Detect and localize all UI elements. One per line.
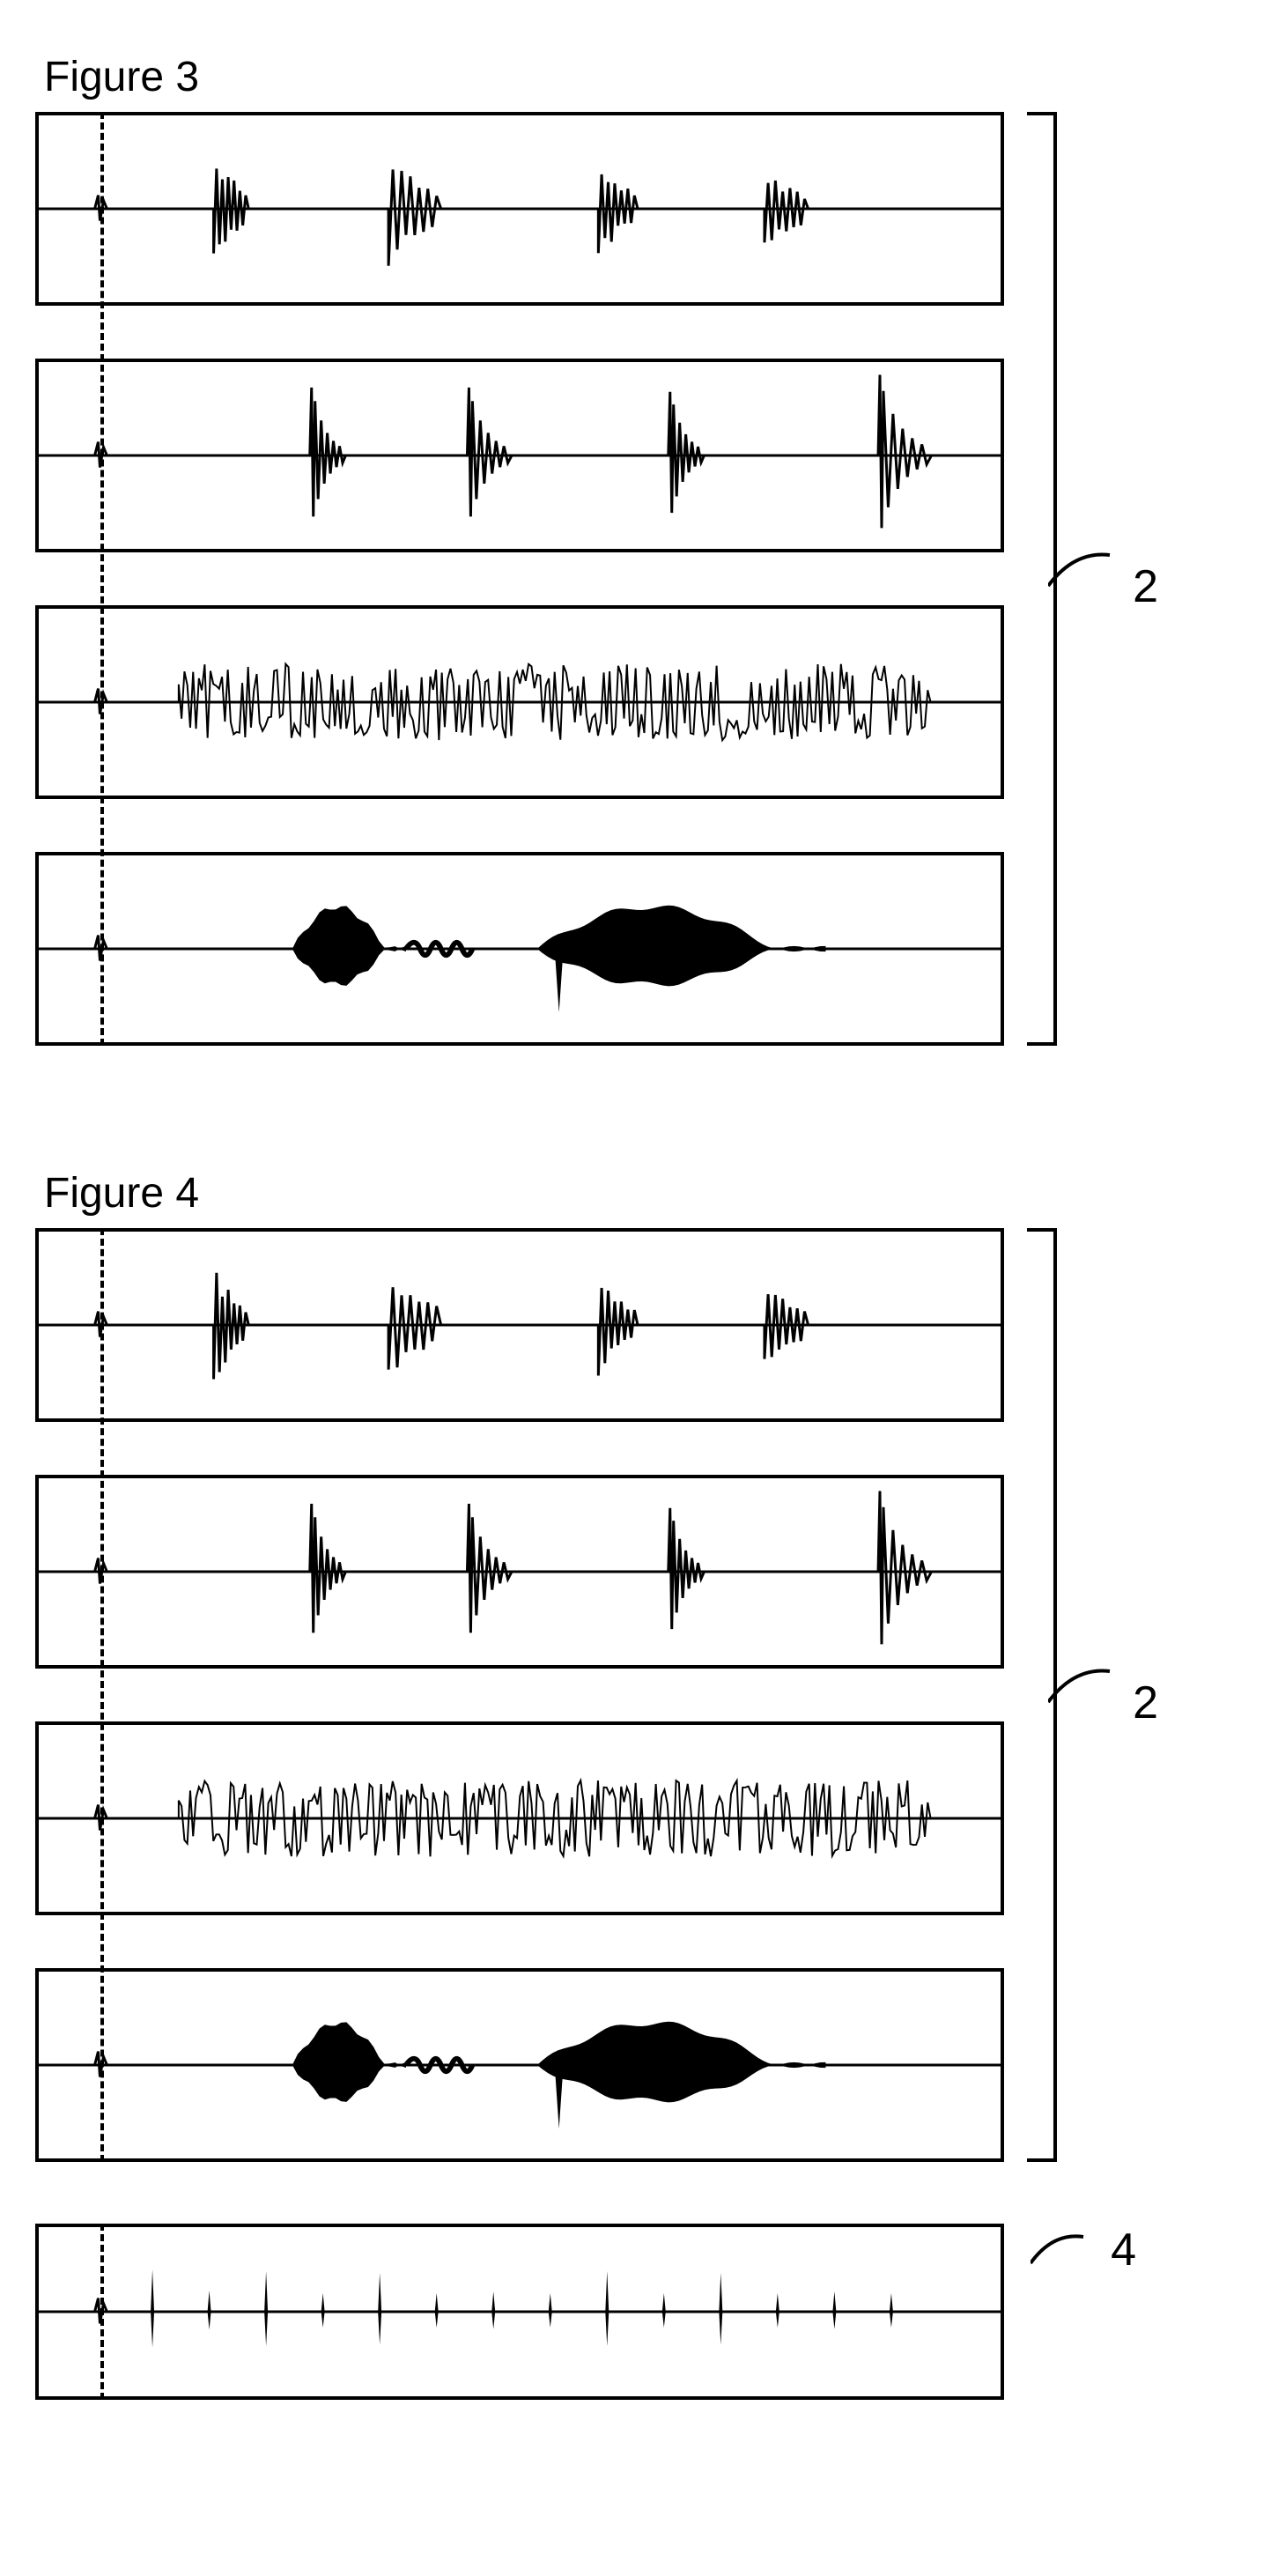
track-lead-curve: [1031, 2232, 1092, 2272]
group-label: 2: [1133, 1677, 1158, 1729]
waveform-track: [35, 2224, 1004, 2400]
waveform-track: [35, 112, 1004, 306]
waveform-track: [35, 1475, 1004, 1669]
sync-line: [100, 1228, 104, 2162]
waveform-track: [35, 1968, 1004, 2162]
waveform-track: [35, 359, 1004, 552]
bracket-lead-curve: [1048, 551, 1119, 595]
group-label: 2: [1133, 560, 1158, 613]
waveform-track: [35, 852, 1004, 1046]
sync-line: [100, 2224, 104, 2400]
separate-track-wrap: 4: [35, 2224, 1004, 2400]
waveform-track: [35, 1721, 1004, 1915]
track-group: 2: [35, 112, 1004, 1046]
figure-title: Figure 4: [44, 1169, 1243, 1218]
figure-title: Figure 3: [44, 53, 1243, 101]
figure-block: Figure 3 2: [35, 53, 1243, 1046]
waveform-track: [35, 605, 1004, 799]
track-group: 2: [35, 1228, 1004, 2162]
waveform-track: [35, 1228, 1004, 1422]
track-label: 4: [1111, 2224, 1136, 2276]
sync-line: [100, 112, 104, 1046]
bracket-lead-curve: [1048, 1667, 1119, 1711]
figure-block: Figure 4 2 4: [35, 1169, 1243, 2400]
